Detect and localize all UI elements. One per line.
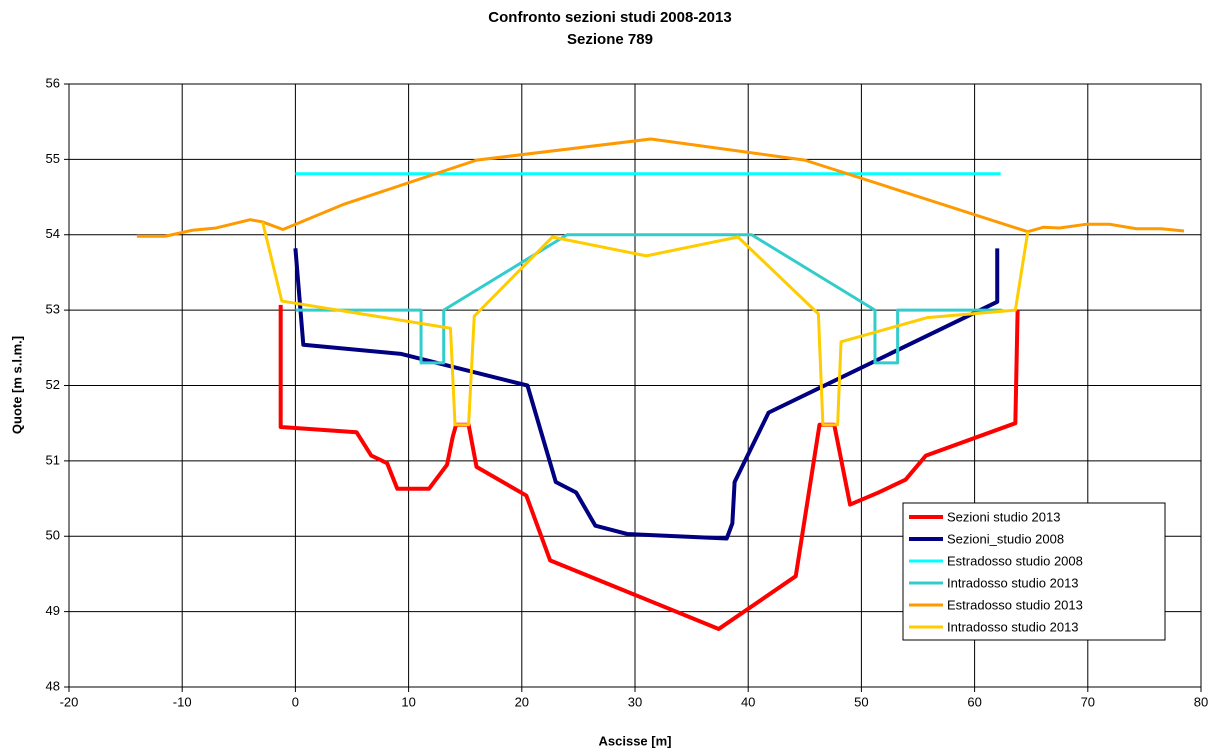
legend: Sezioni studio 2013 Sezioni_studio 2008 Es… — [902, 502, 1166, 641]
series-line — [293, 248, 1000, 541]
series-line — [278, 304, 1020, 631]
y-tick-label: 53 — [46, 302, 60, 317]
y-tick-label: 54 — [46, 226, 60, 241]
series-line — [261, 221, 1030, 427]
x-tick-label: 10 — [401, 694, 415, 709]
x-tick-label: 20 — [515, 694, 529, 709]
x-tick-label: 60 — [967, 694, 981, 709]
y-tick-label: 51 — [46, 452, 60, 467]
x-tick-label: 70 — [1081, 694, 1095, 709]
x-tick-label: 30 — [628, 694, 642, 709]
x-tick-label: -20 — [60, 694, 79, 709]
y-axis-label: Quote [m s.l.m.] — [9, 336, 24, 434]
legend-label: Estradosso studio 2008 — [947, 553, 1083, 568]
y-tick-label: 50 — [46, 528, 60, 543]
plot-border — [68, 83, 1202, 688]
y-tick-label: 56 — [46, 75, 60, 90]
legend-label: Intradosso studio 2013 — [947, 575, 1079, 590]
y-tick-label: 52 — [46, 377, 60, 392]
y-tick-label: 48 — [46, 678, 60, 693]
legend-label: Sezioni studio 2013 — [947, 509, 1060, 524]
x-tick-label: -10 — [173, 694, 192, 709]
legend-label: Estradosso studio 2013 — [947, 597, 1083, 612]
chart-title: Confronto sezioni studi 2008-2013 — [488, 9, 731, 26]
chart-subtitle: Sezione 789 — [567, 31, 653, 48]
y-tick-label: 49 — [46, 603, 60, 618]
x-tick-label: 0 — [292, 694, 299, 709]
series-line — [136, 137, 1185, 238]
x-tick-label: 50 — [854, 694, 868, 709]
x-axis-label: Ascisse [m] — [599, 733, 672, 748]
x-tick-label: 80 — [1194, 694, 1208, 709]
y-tick-label: 55 — [46, 151, 60, 166]
legend-label: Sezioni_studio 2008 — [947, 531, 1064, 546]
legend-label: Intradosso studio 2013 — [947, 619, 1079, 634]
x-tick-label: 40 — [741, 694, 755, 709]
series-line — [295, 233, 1002, 365]
legend-box — [902, 502, 1166, 641]
